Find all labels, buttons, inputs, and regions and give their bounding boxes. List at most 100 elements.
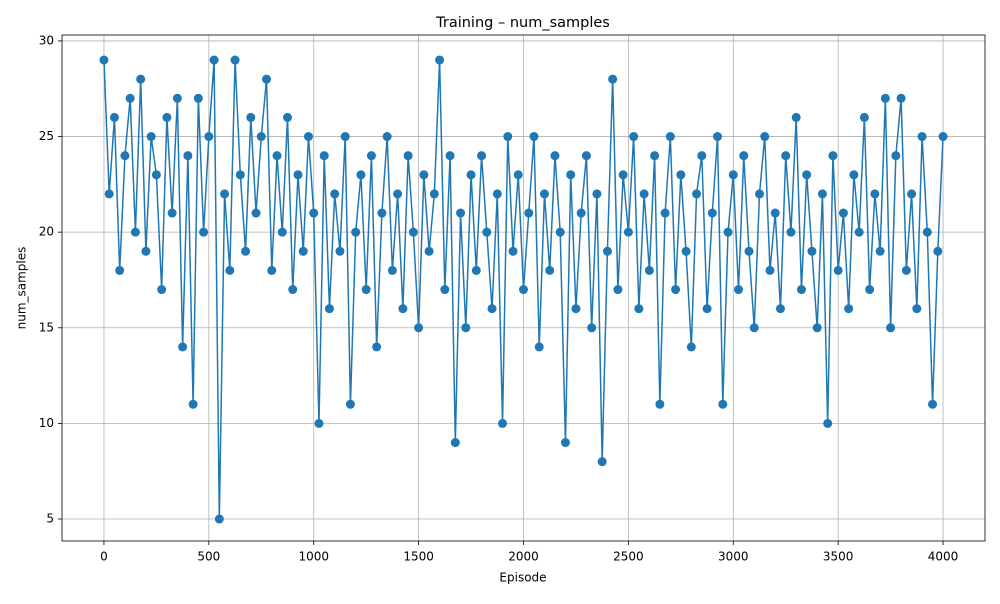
data-point: [665, 132, 675, 142]
data-point: [529, 132, 539, 142]
data-point: [608, 74, 618, 84]
data-point: [917, 132, 927, 142]
x-tick-label: 2000: [508, 550, 539, 564]
data-point: [162, 112, 172, 122]
data-point: [707, 208, 717, 218]
data-point: [382, 132, 392, 142]
data-point: [539, 189, 549, 199]
y-tick-label: 10: [39, 416, 54, 430]
data-point: [356, 170, 366, 180]
data-point: [429, 189, 439, 199]
y-tick-label: 25: [39, 129, 54, 143]
data-point: [230, 55, 240, 65]
data-point: [136, 74, 146, 84]
data-point: [728, 170, 738, 180]
data-point: [115, 265, 125, 275]
y-tick-label: 15: [39, 320, 54, 334]
data-point: [671, 285, 681, 295]
data-point: [424, 246, 434, 256]
data-point: [802, 170, 812, 180]
data-point: [849, 170, 859, 180]
data-point: [199, 227, 209, 237]
data-point: [99, 55, 109, 65]
data-point: [812, 323, 822, 333]
y-tick-label: 20: [39, 225, 54, 239]
data-point: [901, 265, 911, 275]
data-point: [277, 227, 287, 237]
data-point: [303, 132, 313, 142]
data-point: [775, 304, 785, 314]
data-point: [880, 93, 890, 103]
data-point: [419, 170, 429, 180]
data-point: [938, 132, 948, 142]
data-point: [272, 151, 282, 161]
data-point: [456, 208, 466, 218]
data-point: [298, 246, 308, 256]
data-point: [466, 170, 476, 180]
data-point: [340, 132, 350, 142]
data-point: [445, 151, 455, 161]
data-point: [450, 438, 460, 448]
data-point: [319, 151, 329, 161]
data-point: [251, 208, 261, 218]
data-point: [613, 285, 623, 295]
data-point: [141, 246, 151, 256]
x-axis-label: Episode: [499, 571, 546, 585]
data-point: [288, 285, 298, 295]
x-tick-label: 1000: [298, 550, 329, 564]
data-point: [817, 189, 827, 199]
data-point: [293, 170, 303, 180]
data-point: [220, 189, 230, 199]
data-point: [912, 304, 922, 314]
x-tick-label: 1500: [403, 550, 434, 564]
data-point: [314, 418, 324, 428]
data-point: [408, 227, 418, 237]
data-point: [807, 246, 817, 256]
data-point: [377, 208, 387, 218]
data-point: [188, 399, 198, 409]
data-point: [587, 323, 597, 333]
x-tick-label: 0: [100, 550, 108, 564]
data-point: [602, 246, 612, 256]
data-point: [886, 323, 896, 333]
data-point: [702, 304, 712, 314]
data-point: [104, 189, 114, 199]
data-point: [534, 342, 544, 352]
data-point: [498, 418, 508, 428]
data-point: [713, 132, 723, 142]
data-point: [151, 170, 161, 180]
data-point: [760, 132, 770, 142]
data-point: [718, 399, 728, 409]
data-point: [387, 265, 397, 275]
data-point: [235, 170, 245, 180]
data-point: [796, 285, 806, 295]
data-point: [335, 246, 345, 256]
data-point: [723, 227, 733, 237]
data-point: [214, 514, 224, 524]
data-point: [933, 246, 943, 256]
data-point: [471, 265, 481, 275]
data-point: [361, 285, 371, 295]
data-point: [838, 208, 848, 218]
x-tick-label: 500: [197, 550, 220, 564]
data-point: [660, 208, 670, 218]
data-point: [193, 93, 203, 103]
data-point: [655, 399, 665, 409]
data-point: [676, 170, 686, 180]
data-point: [209, 55, 219, 65]
data-point: [697, 151, 707, 161]
data-point: [692, 189, 702, 199]
data-point: [865, 285, 875, 295]
data-point: [870, 189, 880, 199]
data-point: [492, 189, 502, 199]
data-point: [833, 265, 843, 275]
data-point: [283, 112, 293, 122]
data-point: [204, 132, 214, 142]
data-point: [513, 170, 523, 180]
data-point: [225, 265, 235, 275]
data-point: [330, 189, 340, 199]
data-point: [623, 227, 633, 237]
data-point: [157, 285, 167, 295]
x-tick-label: 4000: [928, 550, 959, 564]
data-point: [739, 151, 749, 161]
